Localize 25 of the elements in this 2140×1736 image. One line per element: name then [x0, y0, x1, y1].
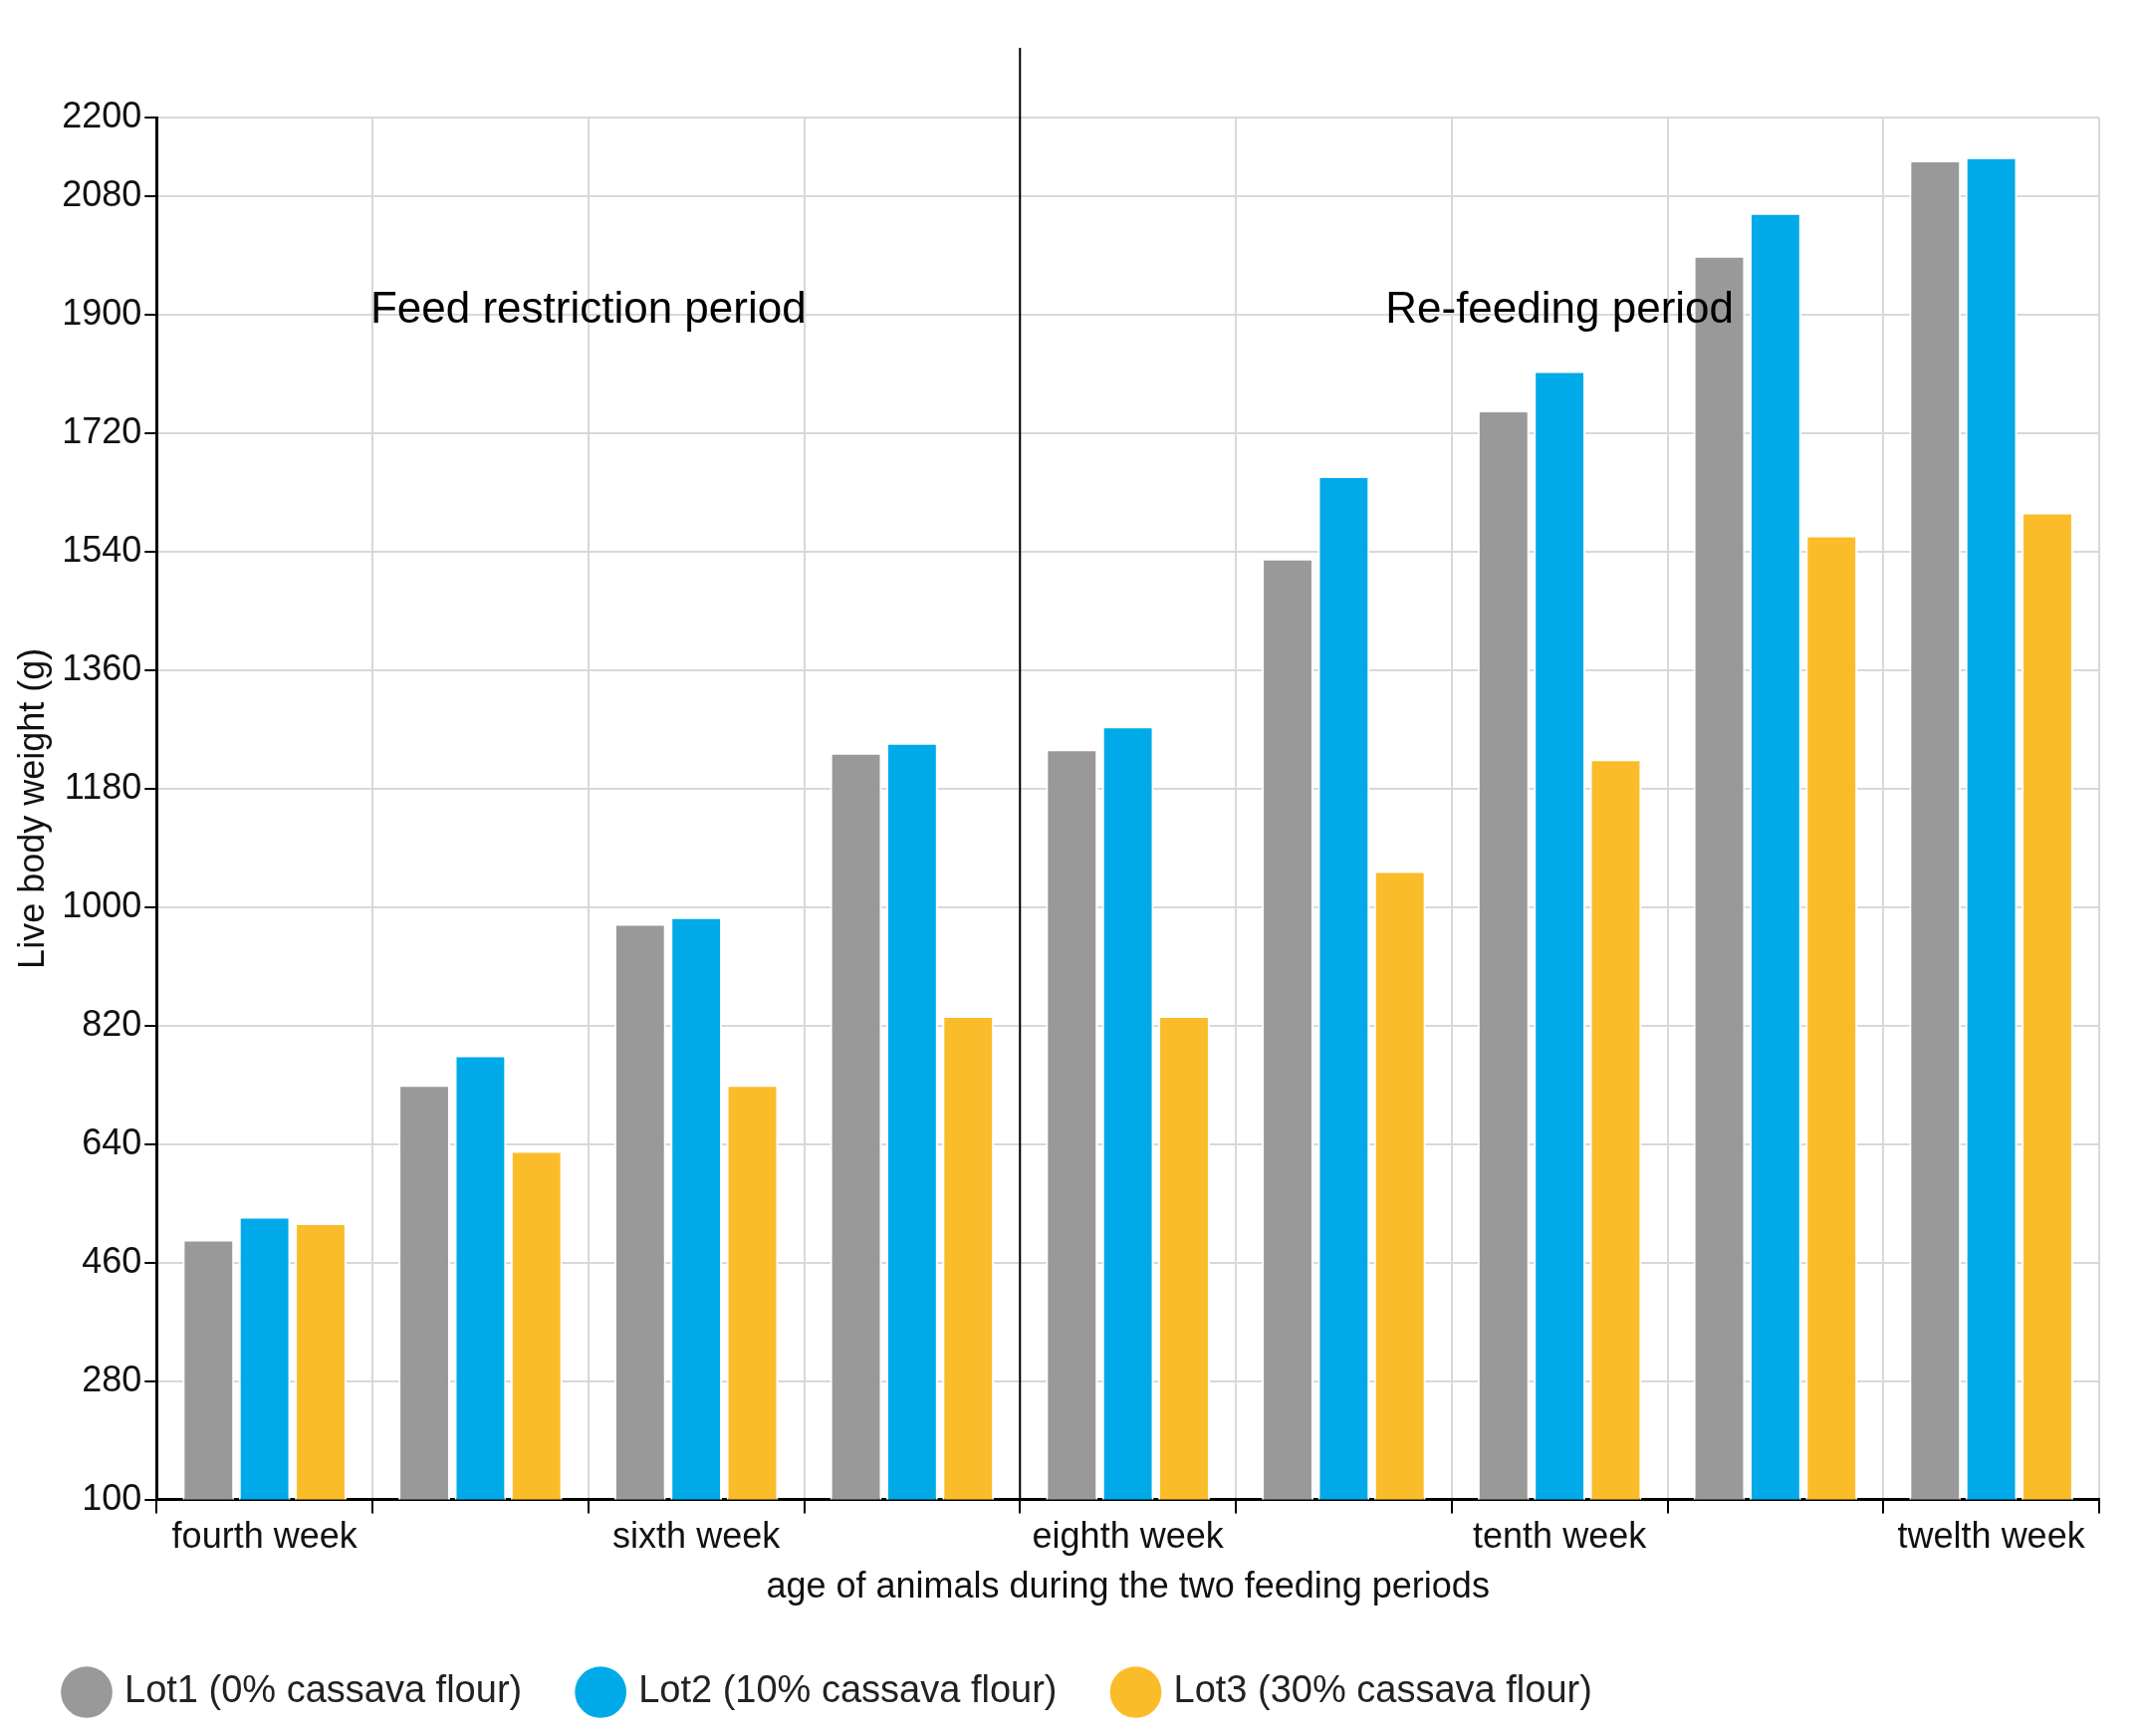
x-tick-label: twelth week: [1897, 1515, 2086, 1557]
y-tick-label: 820: [82, 1002, 142, 1044]
x-axis-title: age of animals during the two feeding periods: [766, 1565, 1490, 1607]
y-tick-label: 1180: [64, 765, 142, 807]
y-tick-label: 280: [82, 1358, 142, 1399]
annotation: Re-feeding period: [1385, 283, 1735, 333]
x-tick-label: eighth week: [1032, 1515, 1225, 1557]
y-tick-label: 460: [82, 1239, 142, 1281]
y-tick-label: 1540: [62, 529, 142, 571]
legend-label: Lot3 (30% cassava flour): [1173, 1668, 1592, 1711]
y-axis-title: Live body weight (g): [10, 647, 52, 969]
y-tick-label: 640: [82, 1120, 142, 1162]
legend-label: Lot2 (10% cassava flour): [638, 1668, 1058, 1711]
x-tick-label: sixth week: [612, 1515, 782, 1557]
y-tick-label: 1000: [62, 883, 142, 925]
y-tick-label: 2080: [62, 173, 142, 215]
y-tick-label: 1720: [62, 410, 142, 452]
legend-label: Lot1 (0% cassava flour): [124, 1668, 523, 1711]
x-tick-label: fourth week: [171, 1515, 358, 1557]
y-tick-label: 1900: [62, 292, 142, 334]
y-tick-label: 1360: [62, 646, 142, 688]
y-tick-label: 100: [82, 1476, 142, 1518]
x-tick-label: tenth week: [1473, 1515, 1648, 1557]
y-tick-label: 2200: [62, 94, 142, 135]
annotation: Feed restriction period: [369, 283, 807, 333]
